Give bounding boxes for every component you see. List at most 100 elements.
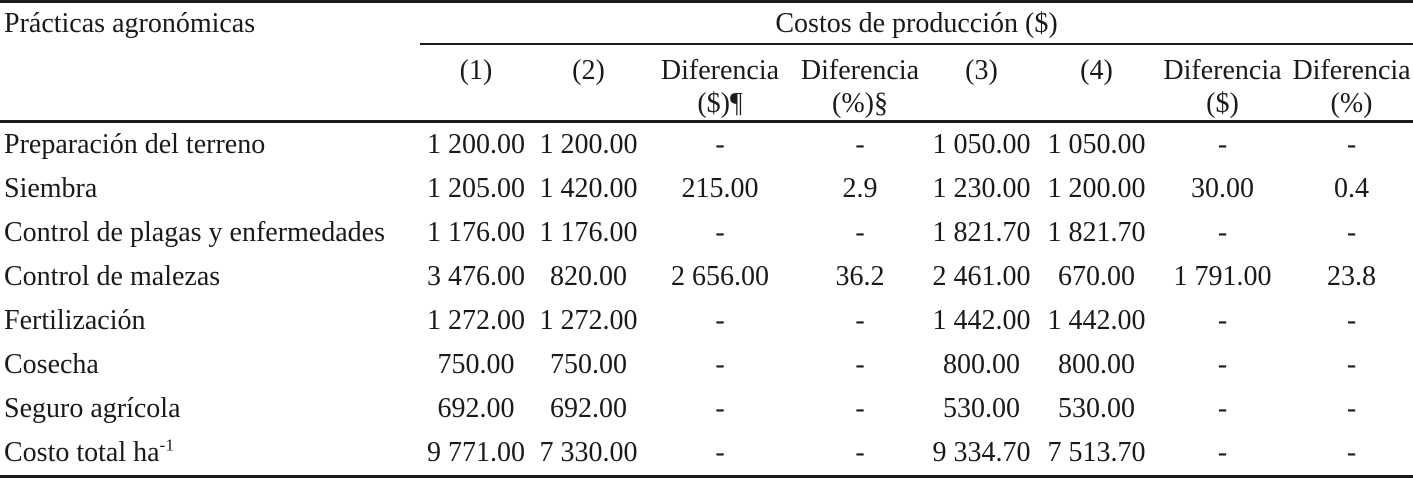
cell-value: 1 791.00 xyxy=(1173,261,1272,293)
col-header-diff-dollar-b: Diferencia ($) xyxy=(1155,44,1290,124)
cell-value: 215.00 xyxy=(681,173,759,205)
cell-value: 800.00 xyxy=(943,349,1020,381)
cell-value: - xyxy=(855,349,865,381)
col-header-2: (2) xyxy=(532,44,645,124)
cell-value: - xyxy=(1346,305,1357,337)
cell-value: 750.00 xyxy=(550,349,627,381)
col-header-diff-percent-b: Diferencia (%) xyxy=(1290,44,1413,124)
header-row-group: Prácticas agronómicas Costos de producci… xyxy=(0,1,1413,124)
cell-value: - xyxy=(1217,305,1228,337)
cell-value: - xyxy=(1346,129,1357,161)
cell-value: 692.00 xyxy=(437,393,515,425)
table-row: Fertilización 1 272.00 1 272.00 - - 1 442.00 1… xyxy=(0,299,1413,343)
header-row-sub: (1) (2) Diferencia ($)¶ Diferencia (%)§ … xyxy=(0,44,1413,124)
table-row: Cosecha 750.00 750.00 - - 800.00 800.00 - - xyxy=(0,343,1413,387)
col-header-diff-dollar-a: Diferencia ($)¶ xyxy=(645,44,795,124)
cell-value: 7 513.70 xyxy=(1047,437,1146,469)
cell-value: - xyxy=(715,217,725,249)
row-label: Siembra xyxy=(4,173,98,205)
cell-value: 1 821.70 xyxy=(932,217,1031,249)
cell-value: - xyxy=(715,393,725,425)
cell-value: 692.00 xyxy=(550,393,627,425)
col-header-production-costs: Costos de producción ($) xyxy=(420,1,1413,45)
cell-value: - xyxy=(855,305,865,337)
col-header-label: Diferencia xyxy=(1163,55,1282,86)
table-row: Control de malezas 3 476.00 820.00 2 656.00… xyxy=(0,255,1413,299)
cell-value: 1 176.00 xyxy=(427,217,525,249)
cell-value: - xyxy=(1217,393,1228,425)
row-label: Costo total ha-1 xyxy=(4,435,175,469)
cell-value: - xyxy=(1217,437,1228,469)
row-label: Control de plagas y enfermedades xyxy=(4,217,385,249)
cell-value: 1 272.00 xyxy=(539,305,638,337)
cell-value: - xyxy=(1217,217,1228,249)
table-row: Preparación del terreno 1 200.00 1 200.00 -… xyxy=(0,122,1413,168)
col-header-diff-percent-a: Diferencia (%)§ xyxy=(795,44,925,124)
cell-value: 530.00 xyxy=(1058,393,1135,425)
cell-value: 750.00 xyxy=(437,349,515,381)
cell-value: 1 176.00 xyxy=(539,217,638,249)
row-label-superscript: -1 xyxy=(159,435,175,455)
cell-value: 1 205.00 xyxy=(427,173,525,205)
cell-value: 7 330.00 xyxy=(539,437,638,469)
row-label: Cosecha xyxy=(4,349,99,381)
col-header-label: Diferencia xyxy=(660,55,780,86)
cell-value: 1 200.00 xyxy=(539,129,638,161)
cell-value: - xyxy=(715,305,725,337)
cell-value: - xyxy=(715,129,725,161)
cell-value: - xyxy=(715,349,725,381)
col-header-label: (2) xyxy=(572,55,605,86)
row-label: Control de malezas xyxy=(4,261,221,293)
cell-value: 9 334.70 xyxy=(932,437,1031,469)
cell-value: - xyxy=(855,129,865,161)
cell-value: 3 476.00 xyxy=(427,261,525,293)
cell-value: - xyxy=(1217,129,1228,161)
col-header-practices: Prácticas agronómicas xyxy=(0,1,420,124)
cell-value: 1 442.00 xyxy=(1047,305,1146,337)
col-header-4: (4) xyxy=(1038,44,1155,124)
col-header-label: Diferencia xyxy=(1292,55,1411,86)
cell-value: 2.9 xyxy=(842,173,878,205)
cell-value: - xyxy=(855,393,865,425)
cell-value: 2 656.00 xyxy=(671,261,769,293)
cell-value: 36.2 xyxy=(835,261,885,293)
cell-value: - xyxy=(715,437,725,469)
table-row: Costo total ha-1 9 771.00 7 330.00 - - 9 334.… xyxy=(0,431,1413,477)
col-header-label: Diferencia xyxy=(800,55,920,86)
cell-value: 1 821.70 xyxy=(1047,217,1146,249)
col-header-label: (3) xyxy=(965,55,998,86)
cell-value: 1 442.00 xyxy=(932,305,1031,337)
cell-value: - xyxy=(1346,437,1357,469)
table-row: Siembra 1 205.00 1 420.00 215.00 2.9 1 230.00… xyxy=(0,167,1413,211)
cell-value: - xyxy=(1217,349,1228,381)
cell-value: 1 420.00 xyxy=(539,173,638,205)
cell-value: 1 200.00 xyxy=(1047,173,1146,205)
cell-value: 2 461.00 xyxy=(932,261,1031,293)
cell-value: 1 050.00 xyxy=(932,129,1031,161)
cell-value: - xyxy=(855,437,865,469)
cell-value: - xyxy=(1346,349,1357,381)
row-label: Fertilización xyxy=(4,305,146,337)
cell-value: 30.00 xyxy=(1191,173,1254,205)
col-header-label: (4) xyxy=(1080,55,1113,86)
table-body: Preparación del terreno 1 200.00 1 200.00 -… xyxy=(0,122,1413,477)
cell-value: 1 272.00 xyxy=(427,305,525,337)
cell-value: 0.4 xyxy=(1334,173,1370,205)
col-header-3: (3) xyxy=(925,44,1038,124)
cell-value: 670.00 xyxy=(1058,261,1135,293)
row-label: Preparación del terreno xyxy=(4,129,266,161)
cell-value: 1 230.00 xyxy=(932,173,1031,205)
cell-value: 1 200.00 xyxy=(427,129,525,161)
table-row: Control de plagas y enfermedades 1 176.00… xyxy=(0,211,1413,255)
cell-value: 1 050.00 xyxy=(1047,129,1146,161)
col-header-label: (1) xyxy=(459,55,493,86)
cell-value: 800.00 xyxy=(1058,349,1135,381)
row-label: Seguro agrícola xyxy=(4,393,181,425)
col-header-1: (1) xyxy=(420,44,532,124)
col-header-label: (%) xyxy=(1330,88,1373,120)
cell-value: - xyxy=(1346,393,1357,425)
col-header-label: ($) xyxy=(1206,88,1239,120)
cell-value: 9 771.00 xyxy=(427,437,525,469)
